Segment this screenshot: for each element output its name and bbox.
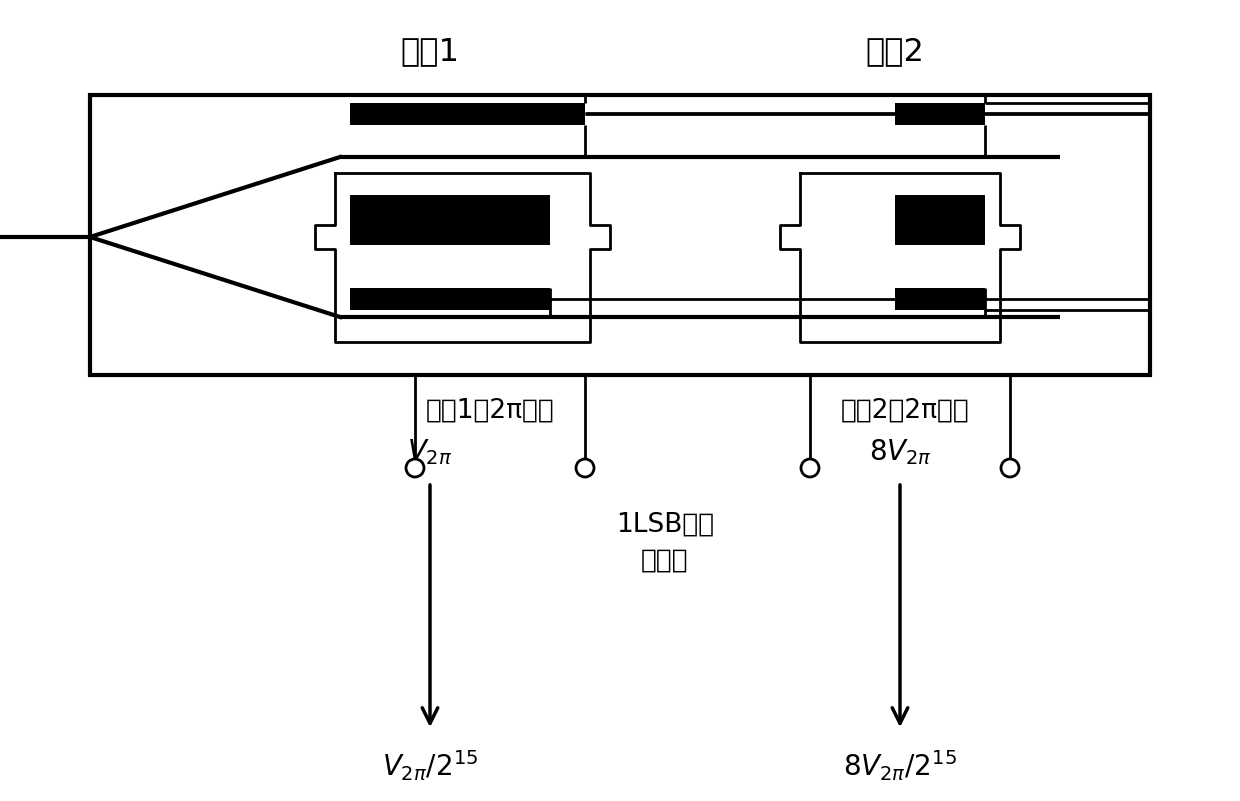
Text: 1LSB所对
应电压: 1LSB所对 应电压 [616,512,714,574]
Text: 电极1: 电极1 [401,37,460,67]
Bar [895,103,985,125]
Text: 电极2: 电极2 [866,37,925,67]
Bar [91,95,1149,375]
Bar [895,195,985,245]
Bar [350,103,585,125]
Text: $8V_{2\pi}$: $8V_{2\pi}$ [868,437,931,467]
Text: $8V_{2\pi}/2^{15}$: $8V_{2\pi}/2^{15}$ [843,748,957,783]
Bar [350,195,551,245]
Bar [350,288,551,310]
Bar [895,288,985,310]
Text: 电极2的2π电压: 电极2的2π电压 [841,398,970,424]
Text: $V_{2\pi}$: $V_{2\pi}$ [407,437,453,467]
Text: $V_{2\pi}/2^{15}$: $V_{2\pi}/2^{15}$ [382,748,479,783]
Text: 电极1的2π电压: 电极1的2π电压 [425,398,554,424]
